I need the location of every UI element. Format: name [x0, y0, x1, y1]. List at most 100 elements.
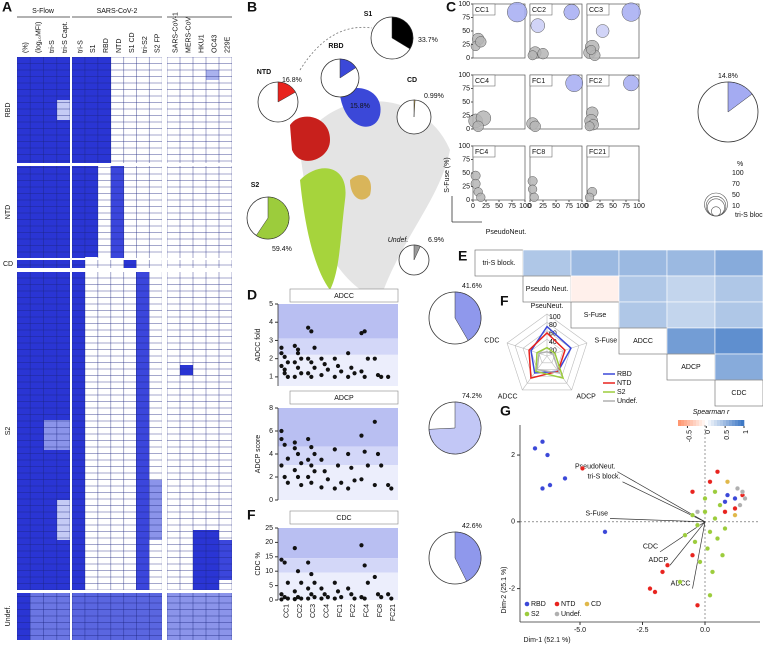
size-legend-label: tri-S block.	[735, 212, 763, 219]
point	[717, 502, 723, 508]
loading-label: tri-S block.	[587, 474, 620, 481]
dot	[362, 329, 367, 334]
bubble	[621, 2, 641, 22]
dot	[279, 428, 284, 434]
bubble	[586, 44, 597, 55]
x-tick-label: CC3	[310, 604, 317, 618]
dot	[349, 592, 354, 597]
band	[278, 338, 398, 355]
pie-slice	[413, 99, 416, 118]
pie-label: Undef.	[388, 237, 409, 244]
point	[740, 489, 745, 495]
bubble	[470, 178, 481, 189]
radar-series	[528, 331, 566, 380]
pie-slice	[255, 196, 290, 240]
dot	[352, 478, 357, 483]
legend-label: RBD	[617, 371, 632, 378]
dot	[346, 374, 351, 379]
dot	[372, 574, 377, 580]
matrix-label: CDC	[731, 390, 746, 397]
row-group-label: RBD	[5, 103, 12, 118]
dot	[365, 463, 370, 468]
corr-cell	[666, 301, 716, 329]
pie-label: NTD	[257, 69, 271, 76]
colorbar-step	[708, 420, 712, 426]
column-label: S1 CD	[129, 32, 136, 53]
radar-tick-label: 80	[549, 322, 557, 329]
radar-grid	[530, 338, 564, 370]
dot	[295, 365, 301, 370]
size-legend-label: 70	[732, 181, 740, 188]
dot	[295, 474, 301, 480]
dot	[379, 374, 384, 379]
colorbar-step	[729, 420, 733, 426]
column-label: MERS-CoV	[185, 16, 192, 53]
point	[722, 526, 728, 531]
pie-value-label: 33.7%	[418, 37, 438, 44]
point	[710, 569, 715, 575]
bubble	[527, 50, 538, 61]
dot	[309, 463, 314, 468]
subplot-label-box	[586, 3, 610, 16]
dot	[292, 589, 297, 594]
dot	[292, 597, 297, 602]
radar-grid	[506, 313, 588, 391]
y-tick-label: 4	[269, 451, 273, 458]
pie-slice	[727, 81, 753, 113]
dot	[339, 595, 344, 600]
dot	[306, 560, 311, 565]
subplot-label-box	[472, 74, 496, 87]
legend-label: RBD	[531, 601, 546, 608]
band	[278, 465, 398, 500]
colorbar-step	[717, 420, 721, 426]
dot	[362, 374, 367, 379]
point	[732, 496, 738, 501]
point	[707, 479, 713, 485]
dot	[372, 419, 377, 424]
point	[732, 506, 738, 511]
column-label: (log₁₀MFI)	[36, 22, 43, 53]
dot	[292, 374, 297, 379]
subplot-label: FC2	[589, 78, 602, 85]
row-group-label: Undef.	[5, 606, 12, 627]
legend-label: NTD	[561, 601, 575, 608]
colorbar-tick-label: 0.5	[724, 430, 731, 440]
dot	[279, 351, 284, 356]
dot	[375, 372, 381, 378]
bubble	[507, 1, 528, 23]
radar-axis-label: CDC	[484, 337, 499, 344]
y-axis-label: CDC %	[255, 552, 262, 575]
bubble	[595, 24, 610, 38]
dot	[295, 351, 301, 356]
dot	[282, 474, 287, 480]
plot-title: ADCP	[334, 395, 354, 402]
bubble	[565, 74, 584, 92]
column-label: NTD	[116, 39, 123, 53]
loading-arrow	[609, 518, 706, 523]
group-label: SARS-CoV-2	[97, 8, 138, 15]
x-tick-label: 0	[471, 203, 475, 210]
panel-label: D	[247, 287, 257, 303]
dot	[309, 445, 314, 450]
dot	[365, 356, 370, 361]
dot	[312, 595, 317, 600]
dot	[332, 486, 337, 491]
y-tick-label: 100	[458, 143, 470, 150]
dot	[282, 367, 287, 372]
y-tick-label: 4	[269, 319, 273, 326]
matrix-label: ADCP	[681, 364, 701, 371]
group-label: S-Flow	[32, 8, 55, 15]
column-label: S2 FP	[155, 33, 162, 53]
band	[278, 354, 398, 386]
dot	[309, 571, 314, 577]
bubble	[529, 120, 541, 132]
structure-s2	[300, 168, 346, 290]
column-label: tri-S2	[142, 36, 149, 53]
dot	[319, 457, 324, 462]
panel-label: A	[2, 0, 12, 15]
colorbar-step	[711, 420, 715, 426]
dot	[359, 369, 364, 374]
point	[732, 512, 738, 518]
point	[712, 516, 718, 521]
dot	[306, 474, 311, 480]
